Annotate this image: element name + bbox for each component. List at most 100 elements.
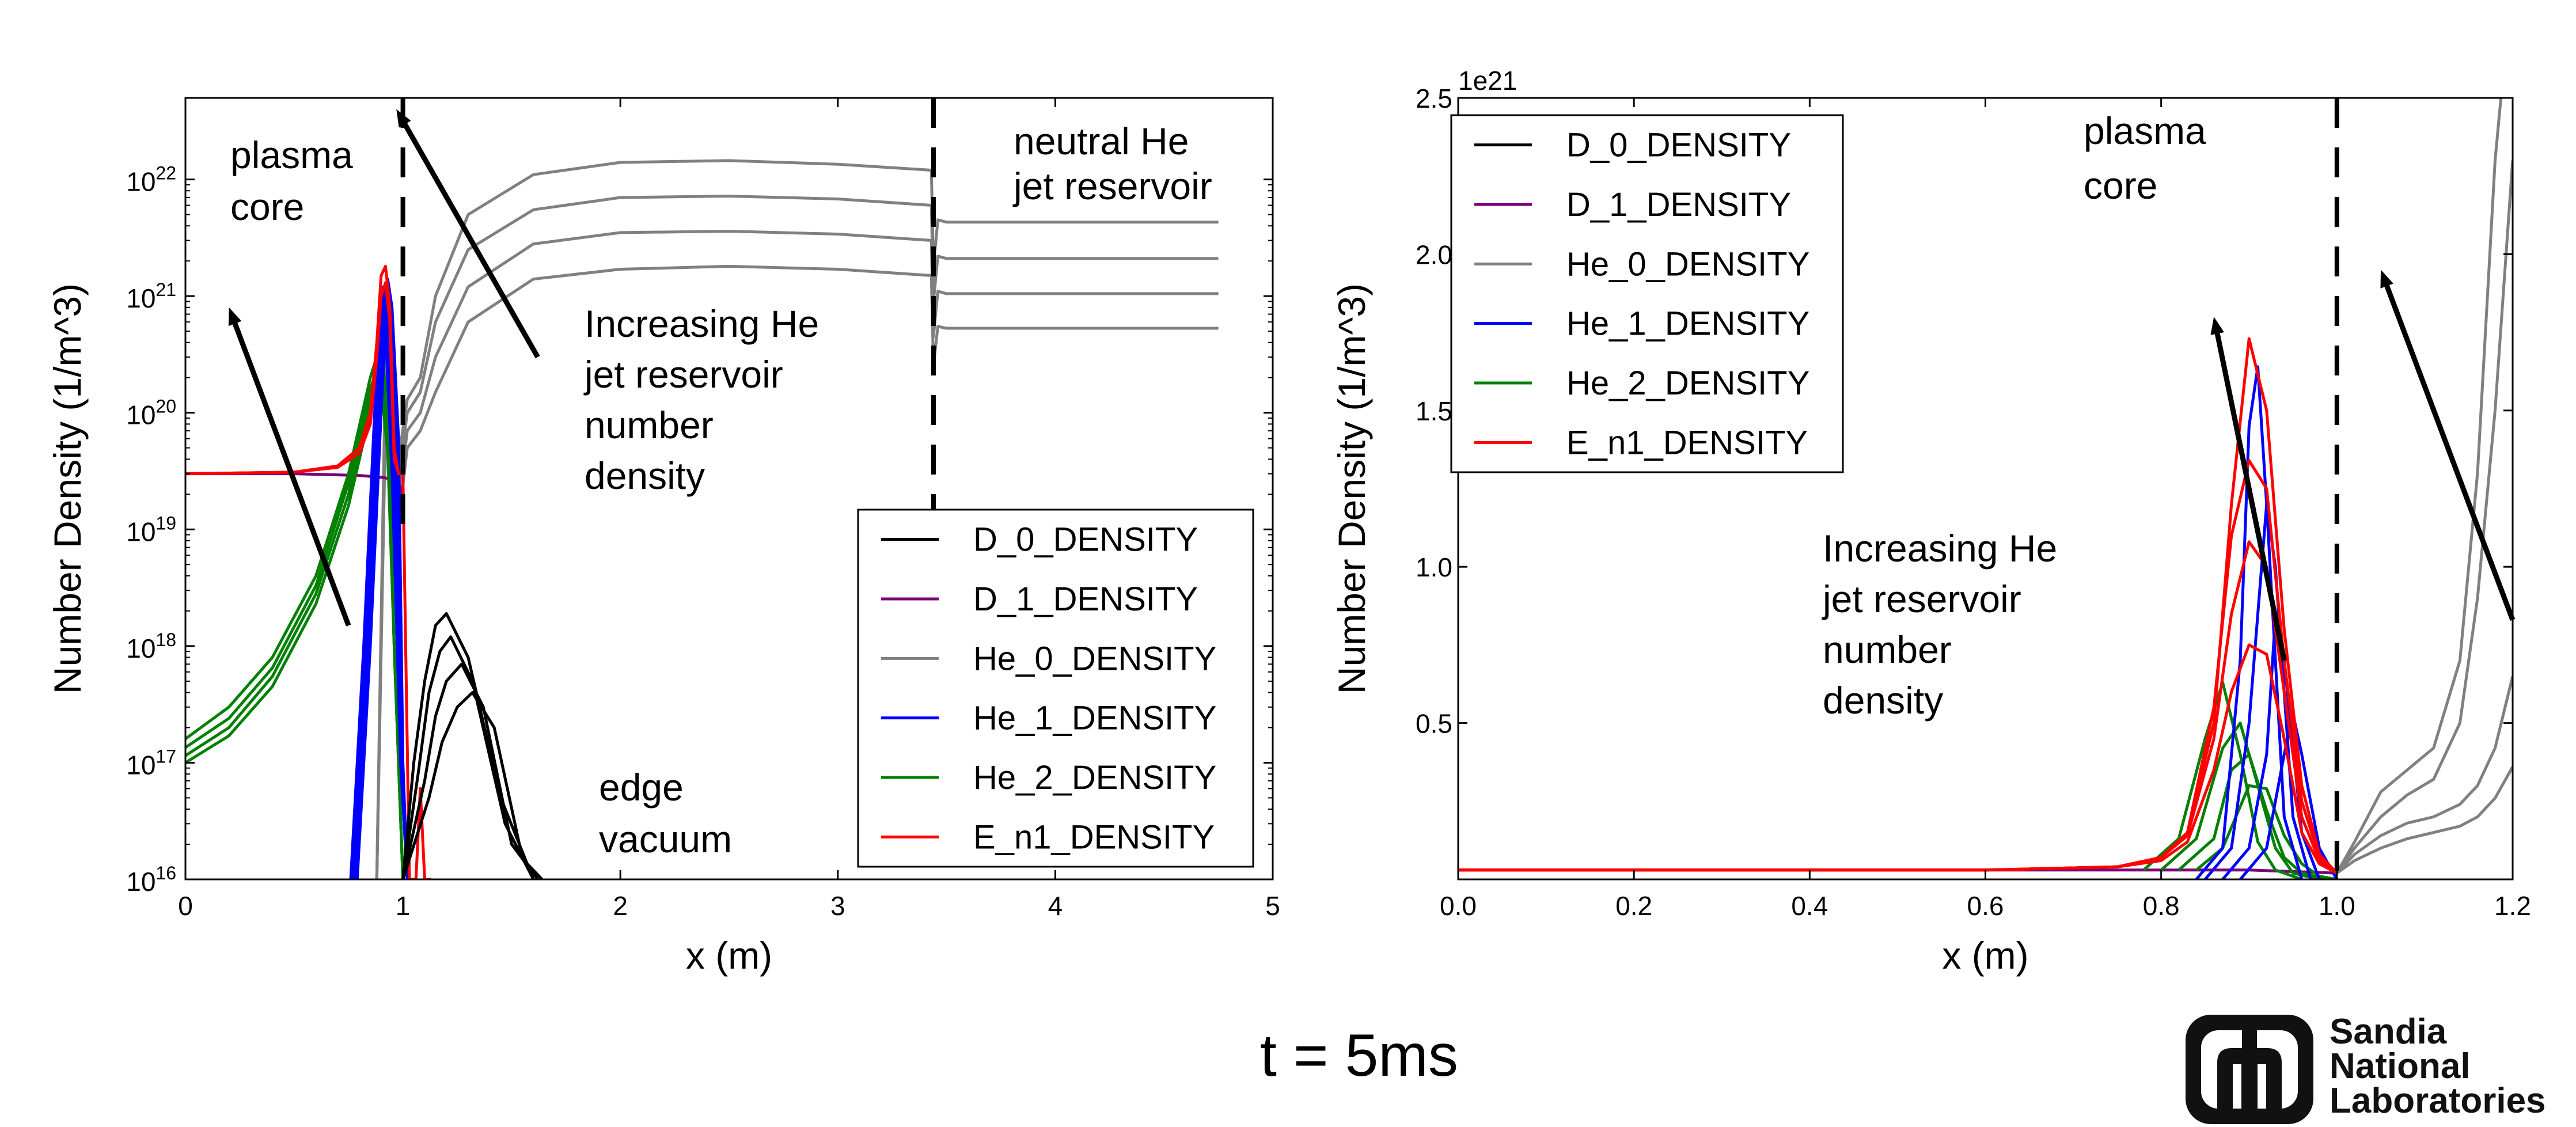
- right-series-group: [1458, 98, 2513, 879]
- left-ytick-label-1: 1017: [126, 746, 176, 780]
- left-series-d-0-density-18: [401, 691, 544, 879]
- left-ytick-label-2: 1018: [126, 629, 176, 663]
- left-y-axis-title: Number Density (1/m^3): [46, 283, 89, 694]
- right-annotation-1-line-0: Increasing He: [1823, 527, 2057, 570]
- left-ytick-base-6: 10: [126, 167, 155, 197]
- right-series-he-0-density-1: [2335, 98, 2503, 874]
- left-ytick-exp-3: 19: [155, 513, 176, 533]
- left-legend-box: [857, 509, 1254, 868]
- right-annotation-1-line-3: density: [1823, 679, 1943, 722]
- left-annotation-1-line-0: neutral He: [1014, 120, 1189, 162]
- right-arrow-head-1: [2380, 270, 2393, 289]
- left-ytick-label-5: 1021: [126, 279, 176, 313]
- left-x-axis-title: x (m): [686, 934, 772, 977]
- left-annotation-0-line-0: plasma: [230, 134, 353, 176]
- right-legend-label-d-0-density: D_0_DENSITY: [1566, 127, 1791, 164]
- left-arrow-0: [231, 319, 351, 627]
- left-arrow-1: [401, 120, 540, 359]
- left-series-e-n1-density-14: [185, 281, 403, 476]
- left-xtick-label-4: 4: [1048, 891, 1063, 921]
- right-series-he-2-density-5: [2142, 681, 2302, 879]
- right-xtick-label-3: 0.6: [1967, 891, 2004, 921]
- right-xtick-label-4: 0.8: [2143, 891, 2180, 921]
- logo-line-2: National: [2330, 1046, 2471, 1086]
- left-ytick-label-4: 1020: [126, 396, 176, 430]
- left-annotation-2-line-2: number: [585, 404, 714, 446]
- right-annotation-0-line-1: core: [2084, 164, 2157, 207]
- right-legend-label-he-2-density: He_2_DENSITY: [1566, 365, 1809, 402]
- left-legend-label-he-0-density: He_0_DENSITY: [973, 640, 1216, 677]
- left-ytick-exp-6: 22: [155, 163, 176, 184]
- left-legend: D_0_DENSITY D_1_DENSITY He_0_DENSITY He_1_D…: [857, 509, 1254, 868]
- right-xtick-label-0: 0.0: [1440, 891, 1477, 921]
- left-ytick-label-0: 1016: [126, 863, 176, 897]
- right-ytick-label-3: 2.0: [1416, 240, 1452, 270]
- left-series-he-2-density-8: [185, 381, 405, 879]
- right-xtick-label-2: 0.4: [1791, 891, 1828, 921]
- left-ytick-base-3: 10: [126, 517, 155, 547]
- right-linear-chart: 0.0 0.2 0.4 0.6 0.8 1.0 1.2 0.5 1.0 1.5 2.0 2.51e21…: [1330, 66, 2531, 977]
- right-series-he-0-density-2: [2335, 160, 2513, 874]
- left-plot-frame: [184, 97, 1274, 881]
- right-ytick-label-1: 1.0: [1416, 552, 1452, 582]
- left-annotation-3-line-1: vacuum: [599, 818, 732, 860]
- right-ytick-label-0: 0.5: [1416, 709, 1452, 739]
- left-ytick-label-3: 1019: [126, 513, 176, 547]
- logo-line-3: Laboratories: [2330, 1081, 2546, 1121]
- right-legend-label-d-1-density: D_1_DENSITY: [1566, 186, 1791, 223]
- left-arrow-head-1: [396, 109, 411, 128]
- right-series-he-0-density-4: [2336, 766, 2513, 875]
- right-arrow-0: [2214, 329, 2287, 661]
- left-legend-label-he-1-density: He_1_DENSITY: [973, 700, 1216, 737]
- right-y-axis-title: Number Density (1/m^3): [1330, 283, 1373, 694]
- right-annotation-0-line-0: plasma: [2084, 109, 2206, 152]
- right-legend-box: [1450, 114, 1844, 473]
- right-x-axis-title: x (m): [1942, 934, 2028, 977]
- left-ytick-exp-4: 20: [155, 396, 176, 417]
- left-ytick-base-2: 10: [126, 633, 155, 663]
- left-annotation-1-line-1: jet reservoir: [1012, 165, 1212, 207]
- left-xtick-label-5: 5: [1265, 891, 1280, 921]
- right-legend-label-e-n1-density: E_n1_DENSITY: [1566, 424, 1808, 461]
- left-annotation-2-line-3: density: [585, 454, 705, 497]
- time-label: t = 5ms: [1260, 1022, 1458, 1089]
- right-annotation-1-line-2: number: [1823, 628, 1952, 671]
- right-ytick-label-2: 1.5: [1416, 396, 1452, 426]
- left-legend-label-he-2-density: He_2_DENSITY: [973, 759, 1216, 796]
- left-ytick-exp-1: 17: [155, 746, 176, 766]
- left-annotation-2-line-1: jet reservoir: [583, 353, 783, 396]
- right-annotation-1-line-1: jet reservoir: [1822, 578, 2021, 620]
- right-legend: D_0_DENSITY D_1_DENSITY He_0_DENSITY He_1_D…: [1450, 114, 1844, 473]
- right-series-he-1-density-10: [2204, 503, 2312, 879]
- left-series-he-0-density-1: [375, 195, 1219, 879]
- left-ytick-base-1: 10: [126, 750, 155, 780]
- left-xtick-label-1: 1: [396, 891, 411, 921]
- right-series-he-0-density-3: [2335, 676, 2513, 874]
- left-series-d-0-density-16: [401, 635, 535, 879]
- left-ytick-base-4: 10: [126, 400, 155, 430]
- left-series-he-1-density-12: [355, 278, 409, 879]
- left-legend-label-d-0-density: D_0_DENSITY: [973, 521, 1198, 559]
- left-series-e-n1-density-13: [185, 264, 431, 879]
- left-annotation-3-line-0: edge: [599, 766, 684, 809]
- right-xtick-label-5: 1.0: [2319, 891, 2355, 921]
- left-ytick-base-5: 10: [126, 283, 155, 313]
- right-xtick-label-6: 1.2: [2494, 891, 2531, 921]
- left-legend-label-d-1-density: D_1_DENSITY: [973, 580, 1198, 618]
- sandia-logo: Sandia National Laboratories: [2186, 1012, 2546, 1124]
- left-xtick-label-2: 2: [613, 891, 628, 921]
- right-legend-label-he-0-density: He_0_DENSITY: [1566, 245, 1809, 283]
- right-series-e-n1-density-16: [1458, 643, 2338, 875]
- left-ytick-exp-0: 16: [155, 863, 176, 883]
- left-series-d-0-density-15: [401, 612, 535, 879]
- right-arrow-head-0: [2210, 316, 2224, 335]
- left-ytick-label-6: 1022: [126, 163, 176, 197]
- left-ytick-base-0: 10: [126, 867, 155, 897]
- logo-line-1: Sandia: [2330, 1012, 2447, 1052]
- left-ytick-exp-5: 21: [155, 279, 176, 300]
- right-legend-label-he-1-density: He_1_DENSITY: [1566, 305, 1809, 343]
- left-ytick-exp-2: 18: [155, 629, 176, 650]
- left-arrow-head-0: [228, 307, 242, 327]
